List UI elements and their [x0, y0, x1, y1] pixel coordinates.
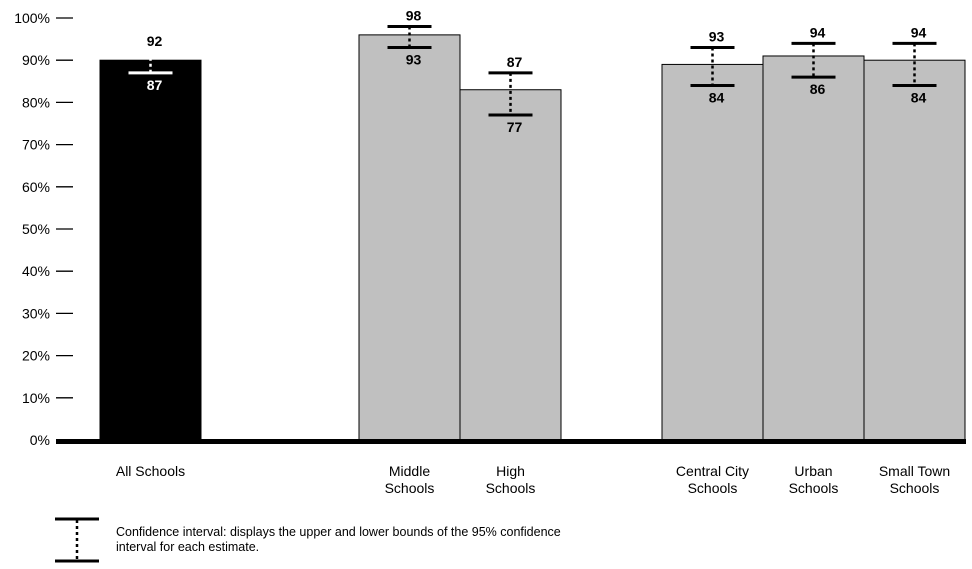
bars	[56, 34, 966, 444]
y-tick-label: 50%	[22, 221, 50, 237]
category-label: High	[496, 463, 525, 479]
y-tick-label: 0%	[30, 432, 50, 448]
y-tick-label: 80%	[22, 94, 50, 110]
ci-upper-label: 92	[147, 33, 163, 49]
ci-upper-label: 98	[406, 7, 422, 23]
category-label: Schools	[890, 480, 940, 496]
ci-lower-label: 86	[810, 81, 826, 97]
category-label: Schools	[385, 480, 435, 496]
ci-upper-label: 94	[810, 24, 826, 40]
ci-upper-label: 87	[507, 54, 523, 70]
ci-lower-label: 77	[507, 119, 523, 135]
legend-text: Confidence interval: displays the upper …	[116, 525, 561, 554]
legend-ci-icon	[55, 517, 99, 563]
category-label: Central City	[676, 463, 749, 479]
bar	[99, 59, 202, 441]
category-label: All Schools	[116, 463, 185, 479]
y-tick-label: 20%	[22, 348, 50, 364]
y-tick-label: 40%	[22, 263, 50, 279]
confidence-intervals: 92 87 98 93 87 77 93 84 94 86 94 84	[128, 7, 937, 135]
category-label: Middle	[389, 463, 430, 479]
y-tick-label: 90%	[22, 52, 50, 68]
category-label: Urban	[794, 463, 832, 479]
bar	[358, 34, 461, 441]
bar	[863, 59, 966, 441]
bar	[459, 89, 562, 441]
y-tick-label: 100%	[14, 10, 50, 26]
category-label: Small Town	[879, 463, 950, 479]
ci-upper-label: 93	[709, 29, 725, 45]
y-tick-label: 60%	[22, 179, 50, 195]
x-axis-labels: All Schools MiddleSchoolsHighSchoolsCentr…	[116, 463, 950, 496]
y-tick-label: 10%	[22, 390, 50, 406]
ci-lower-label: 84	[911, 90, 927, 106]
ci-lower-label: 87	[147, 77, 163, 93]
bar	[762, 55, 865, 441]
y-tick-label: 30%	[22, 305, 50, 321]
y-axis: 0% 10% 20% 30% 40% 50% 60% 70% 80% 90% 100%	[14, 10, 73, 448]
ci-upper-label: 94	[911, 24, 927, 40]
category-label: Schools	[486, 480, 536, 496]
ci-lower-label: 84	[709, 90, 725, 106]
category-label: Schools	[789, 480, 839, 496]
category-label: Schools	[688, 480, 738, 496]
x-axis-baseline	[56, 439, 966, 444]
bar	[661, 63, 764, 441]
ci-lower-label: 93	[406, 52, 422, 68]
y-tick-label: 70%	[22, 137, 50, 153]
